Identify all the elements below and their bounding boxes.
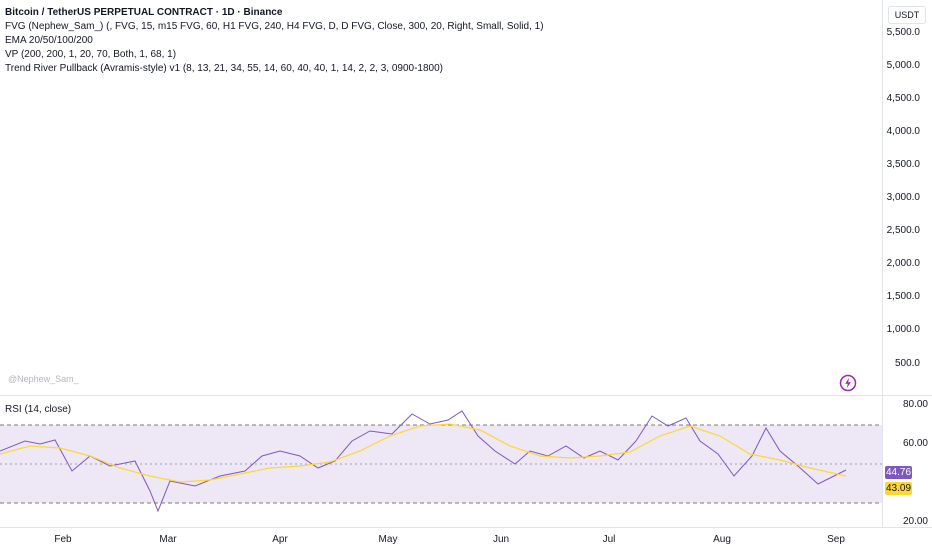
time-axis-label: Jun — [492, 534, 510, 545]
rsi-scale[interactable]: 80.00 60.00 20.00 — [882, 396, 932, 527]
rsi-value-badge: 44.76 — [885, 466, 912, 479]
rsi-ma-line[interactable] — [0, 423, 847, 483]
price-tick: 2,500.0 — [886, 225, 920, 236]
price-tick: 1,500.0 — [886, 291, 920, 302]
symbol-title[interactable]: Bitcoin / TetherUS PERPETUAL CONTRACT · … — [5, 7, 283, 18]
lightning-bolt-icon[interactable] — [839, 374, 857, 392]
price-tick: 4,500.0 — [886, 93, 920, 104]
time-axis-label: Aug — [713, 534, 731, 545]
price-tick: 3,500.0 — [886, 159, 920, 170]
price-tick: 2,000.0 — [886, 258, 920, 269]
time-axis-label: Mar — [159, 534, 177, 545]
author-watermark: @Nephew_Sam_ — [8, 374, 79, 384]
time-axis-label: Sep — [827, 534, 845, 545]
price-tick: 1,000.0 — [886, 324, 920, 335]
indicator-legend-fvg[interactable]: FVG (Nephew_Sam_) (, FVG, 15, m15 FVG, 6… — [5, 21, 544, 32]
price-tick: 3,000.0 — [886, 192, 920, 203]
indicator-legend-ema[interactable]: EMA 20/50/100/200 — [5, 35, 93, 46]
price-tick: 5,500.0 — [886, 27, 920, 38]
time-axis-label: Feb — [54, 534, 72, 545]
time-axis-label: Apr — [272, 534, 288, 545]
rsi-ma-value-badge: 43.09 — [885, 482, 912, 495]
pane-divider[interactable] — [0, 395, 932, 396]
indicator-legend-trend-river[interactable]: Trend River Pullback (Avramis-style) v1 … — [5, 63, 444, 74]
rsi-scale-tick: 20.00 — [902, 516, 928, 527]
price-tick: 500.0 — [894, 358, 920, 369]
rsi-scale-tick: 60.00 — [902, 438, 928, 449]
currency-button[interactable]: USDT — [888, 6, 926, 24]
time-axis-label: Jul — [602, 534, 616, 545]
price-tick: 5,000.0 — [886, 60, 920, 71]
price-scale[interactable]: 5,500.0 5,000.0 4,500.0 4,000.0 3,500.0 … — [882, 0, 932, 395]
indicator-legend-vp[interactable]: VP (200, 200, 1, 20, 70, Both, 1, 68, 1) — [5, 49, 177, 60]
rsi-pane[interactable] — [0, 396, 882, 527]
rsi-scale-tick: 80.00 — [902, 399, 928, 410]
rsi-indicator-title[interactable]: RSI (14, close) — [5, 404, 72, 415]
rsi-line[interactable] — [0, 410, 847, 513]
price-tick: 4,000.0 — [886, 126, 920, 137]
time-axis[interactable]: Feb Mar Apr May Jun Jul Aug Sep — [0, 527, 932, 550]
time-axis-label: May — [378, 534, 398, 545]
